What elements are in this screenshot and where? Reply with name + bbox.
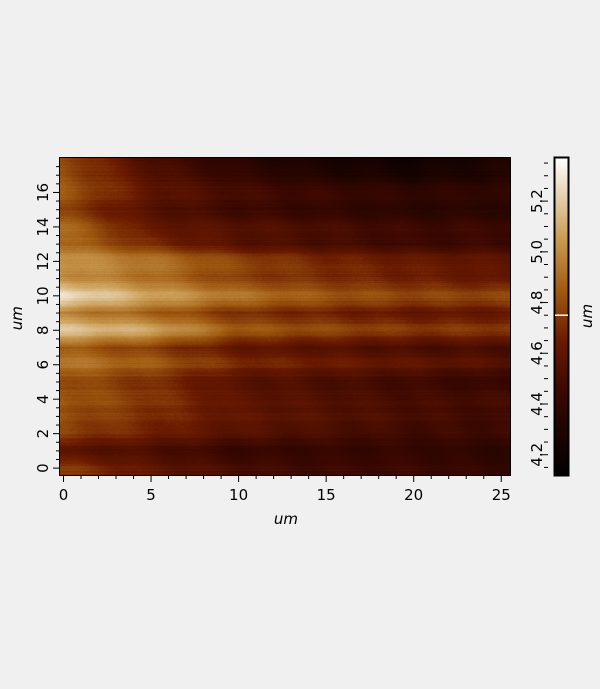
y-tick-label: 12	[34, 252, 52, 271]
x-tick-label: 15	[317, 486, 336, 504]
colorbar-label: um	[578, 304, 596, 328]
x-tick-label: 0	[59, 486, 69, 504]
y-tick-label: 4	[34, 394, 52, 404]
x-tick-label: 20	[404, 486, 423, 504]
y-tick-label: 16	[34, 183, 52, 202]
y-tick-label: 10	[34, 286, 52, 305]
colorbar-tick-label: 4.8	[528, 291, 546, 315]
x-tick-label: 10	[229, 486, 248, 504]
y-tick-label: 14	[34, 217, 52, 236]
colorbar-tick-label: 4.4	[528, 392, 546, 416]
y-tick-label: 6	[34, 360, 52, 370]
plot-frame	[59, 157, 511, 476]
colorbar-tick-label: 4.6	[528, 341, 546, 365]
x-tick-label: 25	[492, 486, 511, 504]
y-axis-label: um	[8, 306, 26, 330]
x-tick-label: 5	[146, 486, 156, 504]
colorbar-tick-label: 5.2	[528, 189, 546, 213]
colorbar-tick-label: 5.0	[528, 240, 546, 264]
y-tick-label: 2	[34, 429, 52, 439]
y-tick-label: 0	[34, 463, 52, 473]
colorbar	[555, 158, 568, 475]
colorbar-frame	[553, 156, 570, 477]
height-map-image	[60, 158, 510, 475]
y-tick-label: 8	[34, 326, 52, 336]
colorbar-tick-label: 4.2	[528, 443, 546, 467]
x-axis-label: um	[274, 510, 298, 528]
